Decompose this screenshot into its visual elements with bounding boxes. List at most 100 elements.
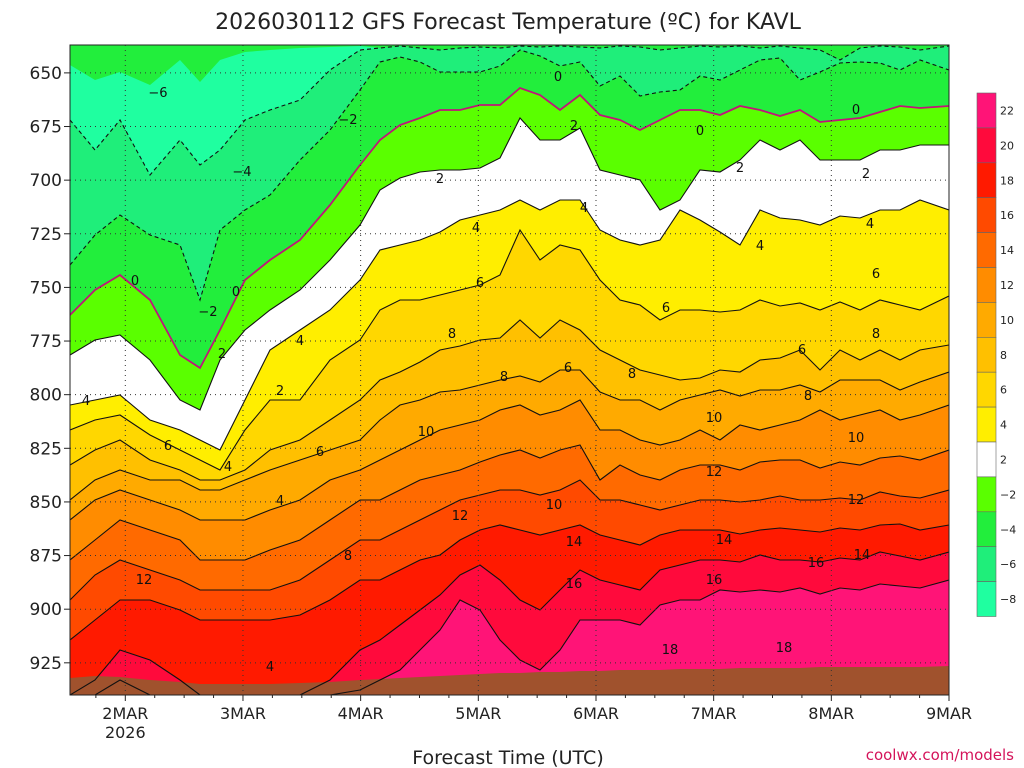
contour-label: 8 bbox=[344, 549, 352, 564]
colorbar-label: −6 bbox=[1000, 558, 1016, 571]
contour-line bbox=[70, 319, 949, 481]
chart-title: 2026030112 GFS Forecast Temperature (ºC)… bbox=[215, 10, 802, 35]
contour-label: 14 bbox=[854, 548, 871, 563]
x-tick-label: 3MAR bbox=[220, 704, 266, 723]
colorbar-label: 20 bbox=[1000, 139, 1014, 152]
colorbar-swatch bbox=[976, 302, 997, 338]
contour-label: 8 bbox=[500, 370, 508, 385]
colorbar-swatch bbox=[976, 267, 997, 303]
y-tick-label: 675 bbox=[30, 118, 62, 138]
contour-label: 0 bbox=[852, 103, 860, 118]
contour-label: 8 bbox=[628, 367, 636, 382]
colorbar-label: 22 bbox=[1000, 104, 1014, 117]
contour-labels: −6 −4 −2 0 0 0 0 0 −2 2 2 2 2 2 2 4 4 4 4 4 4 4 4 6 6 6 6 6 6 6 8 8 8 8 8 8… bbox=[82, 70, 880, 675]
contour-line bbox=[70, 523, 949, 641]
colorbar-label: 8 bbox=[1000, 349, 1007, 362]
y-tick-label: 900 bbox=[30, 600, 62, 620]
contour-label: 10 bbox=[418, 425, 435, 440]
contour-label: 0 bbox=[131, 274, 139, 289]
contour-line bbox=[70, 86, 949, 370]
contour-label: 18 bbox=[776, 641, 793, 656]
colorbar-swatch bbox=[976, 511, 997, 547]
contour-label: 0 bbox=[696, 124, 704, 139]
colorbar-swatch bbox=[976, 371, 997, 408]
contour-label: 4 bbox=[82, 394, 90, 409]
colorbar-label: −8 bbox=[1000, 593, 1016, 606]
colorbar-swatch bbox=[976, 406, 997, 443]
colorbar-swatch bbox=[976, 546, 997, 582]
contour-line bbox=[70, 551, 949, 695]
grid-lines bbox=[70, 45, 949, 695]
contour-line bbox=[70, 479, 949, 601]
contour-line bbox=[70, 399, 949, 521]
contour-label: 14 bbox=[566, 535, 583, 550]
contour-label: 2 bbox=[276, 384, 284, 399]
y-tick-label: 825 bbox=[30, 439, 62, 459]
colorbar-swatch bbox=[976, 441, 997, 478]
contour-label: 6 bbox=[564, 361, 572, 376]
contour-label: 4 bbox=[224, 460, 232, 475]
contour-label: 12 bbox=[452, 509, 469, 524]
x-tick-label: 5MAR bbox=[455, 704, 501, 723]
contour-label: 4 bbox=[296, 334, 304, 349]
contour-line bbox=[70, 117, 949, 411]
colorbar-label: 4 bbox=[1000, 419, 1007, 432]
contour-line bbox=[70, 369, 949, 501]
contour-label: 12 bbox=[136, 573, 153, 588]
colorbar: 22 20 18 16 14 12 10 8 6 4 2 −2 −4 −6 −8 bbox=[976, 92, 1016, 617]
contour-label: 16 bbox=[706, 573, 723, 588]
y-tick-label: 725 bbox=[30, 225, 62, 245]
contour-line bbox=[70, 199, 949, 451]
contour-label: 0 bbox=[554, 70, 562, 85]
contour-label: 6 bbox=[798, 343, 806, 358]
x-tick-label: 6MAR bbox=[573, 704, 619, 723]
x-axis-label: Forecast Time (UTC) bbox=[412, 747, 603, 768]
y-axis: 650 675 700 725 750 775 800 825 850 875 900 925 bbox=[30, 64, 70, 674]
colorbar-swatch bbox=[976, 232, 997, 268]
colorbar-swatch bbox=[976, 127, 997, 164]
colorbar-label: 16 bbox=[1000, 209, 1014, 222]
contour-label: 4 bbox=[472, 221, 480, 236]
contour-label: 6 bbox=[872, 267, 880, 282]
contour-label: −2 bbox=[198, 305, 217, 320]
contour-label: 10 bbox=[546, 498, 563, 513]
contour-label: 8 bbox=[448, 327, 456, 342]
y-tick-label: 850 bbox=[30, 493, 62, 513]
contour-label: −2 bbox=[338, 113, 357, 128]
y-tick-label: 750 bbox=[30, 278, 62, 298]
y-tick-label: 875 bbox=[30, 547, 62, 567]
colorbar-swatch bbox=[976, 92, 997, 129]
colorbar-label: 10 bbox=[1000, 314, 1014, 327]
contour-label: 4 bbox=[580, 201, 588, 216]
contour-label: 12 bbox=[706, 465, 723, 480]
x-tick-year: 2026 bbox=[105, 723, 146, 742]
contour-label: 16 bbox=[566, 577, 583, 592]
contour-label: 2 bbox=[218, 347, 226, 362]
x-tick-label: 9MAR bbox=[926, 704, 972, 723]
contour-label: 16 bbox=[808, 556, 825, 571]
colorbar-swatch bbox=[976, 476, 997, 513]
y-tick-label: 700 bbox=[30, 171, 62, 191]
colorbar-swatch bbox=[976, 197, 997, 233]
contour-label: 2 bbox=[736, 161, 744, 176]
y-tick-label: 800 bbox=[30, 386, 62, 406]
contour-line bbox=[70, 579, 949, 695]
plot-area bbox=[70, 45, 949, 695]
contour-label: 4 bbox=[866, 217, 874, 232]
contour-label: 2 bbox=[570, 119, 578, 134]
colorbar-label: 18 bbox=[1000, 174, 1014, 187]
ground bbox=[70, 666, 949, 695]
contour-label: 2 bbox=[862, 167, 870, 182]
contour-label: 14 bbox=[716, 533, 733, 548]
x-tick-label: 8MAR bbox=[808, 704, 854, 723]
y-tick-label: 925 bbox=[30, 654, 62, 674]
credit-text: coolwx.com/models bbox=[866, 746, 1014, 764]
colorbar-label: 6 bbox=[1000, 384, 1007, 397]
contour-label: 6 bbox=[164, 439, 172, 454]
colorbar-label: 2 bbox=[1000, 453, 1007, 466]
colorbar-swatch bbox=[976, 336, 997, 373]
contour-label: 0 bbox=[232, 285, 240, 300]
contour-label: 10 bbox=[848, 431, 865, 446]
